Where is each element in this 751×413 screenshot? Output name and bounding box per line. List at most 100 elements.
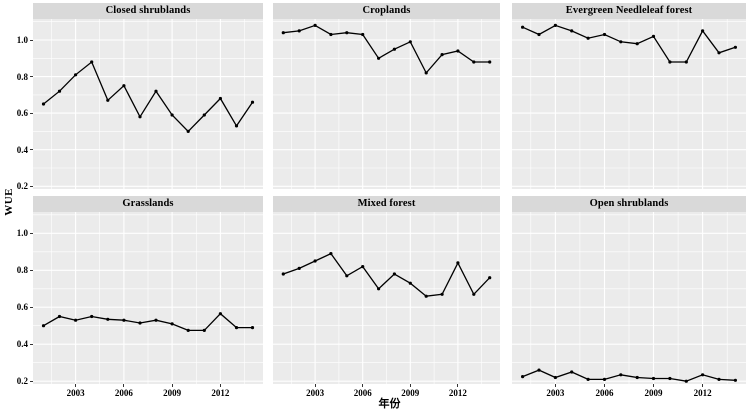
facet-panel-croplands: Croplands — [273, 3, 500, 189]
y-tick-mark — [30, 232, 33, 234]
x-tick-label: 2006 — [114, 388, 133, 398]
data-point — [234, 124, 239, 128]
y-tick-label: 0.8 — [16, 265, 28, 276]
wue-line-series — [522, 369, 736, 382]
data-point — [313, 259, 317, 263]
facet-panel-grasslands: Grasslands — [33, 196, 263, 384]
data-point — [202, 328, 206, 332]
data-point — [297, 266, 301, 270]
y-tick-mark — [30, 76, 33, 78]
facet-plot-area — [512, 212, 746, 384]
data-point — [281, 272, 285, 276]
y-tick-mark — [30, 149, 33, 151]
data-point — [733, 45, 737, 49]
data-point — [408, 40, 412, 44]
wue-line-series — [43, 312, 253, 332]
data-point — [74, 318, 78, 322]
data-point — [234, 326, 239, 330]
data-point — [701, 373, 705, 377]
data-point — [635, 375, 639, 380]
y-tick-mark — [30, 306, 33, 308]
data-point — [701, 29, 705, 33]
x-tick-label: 2003 — [66, 388, 85, 398]
data-point — [41, 324, 46, 328]
data-point — [154, 89, 158, 93]
x-tick-label: 2012 — [693, 388, 712, 398]
x-tick-label: 2009 — [644, 388, 663, 398]
facet-strip-title: Evergreen Needleleaf forest — [512, 3, 746, 19]
facet-plot-area — [33, 19, 263, 189]
wue-line-series — [283, 24, 490, 75]
x-axis-title: 年份 — [378, 398, 401, 410]
data-point — [456, 261, 460, 265]
data-point — [202, 113, 206, 117]
data-point — [138, 321, 142, 325]
data-point — [250, 326, 255, 330]
data-point — [170, 322, 174, 326]
data-point — [57, 89, 62, 93]
x-tick-mark — [171, 384, 173, 387]
data-point — [90, 60, 94, 64]
data-point — [684, 379, 688, 383]
y-tick-label: 0.2 — [16, 181, 28, 192]
data-point — [361, 32, 365, 37]
x-tick-mark — [603, 384, 605, 387]
data-point — [456, 49, 460, 53]
data-point — [651, 376, 656, 381]
x-tick-mark — [123, 384, 125, 387]
data-point — [635, 42, 639, 46]
x-tick-label: 2012 — [211, 388, 230, 398]
facet-strip-title: Grasslands — [33, 196, 263, 212]
x-tick-mark — [75, 384, 77, 387]
data-point — [668, 376, 672, 381]
x-tick-mark — [702, 384, 704, 387]
x-tick-mark — [457, 384, 459, 387]
data-point — [170, 113, 174, 117]
x-tick-mark — [362, 384, 364, 387]
wue-line-series — [522, 24, 736, 63]
data-point — [154, 318, 158, 322]
data-point — [570, 370, 574, 374]
y-tick-label: 0.4 — [16, 144, 28, 155]
x-tick-mark — [409, 384, 411, 387]
facet-strip-title: Closed shrublands — [33, 3, 263, 19]
data-point — [329, 32, 333, 37]
facet-strip-title: Croplands — [273, 3, 500, 19]
data-point — [424, 71, 428, 75]
facet-strip-title: Open shrublands — [512, 196, 746, 212]
data-point — [106, 317, 110, 321]
data-point — [281, 31, 285, 35]
data-point — [377, 287, 381, 291]
data-point — [553, 375, 557, 380]
facet-panel-open-shrublands: Open shrublands — [512, 196, 746, 384]
data-point — [717, 377, 721, 381]
x-tick-mark — [219, 384, 221, 387]
x-tick-label: 2009 — [401, 388, 420, 398]
y-tick-mark — [30, 39, 33, 41]
facet-plot-area — [512, 19, 746, 189]
data-point — [106, 98, 110, 102]
x-tick-label: 2003 — [546, 388, 565, 398]
data-point — [684, 60, 688, 64]
data-point — [619, 40, 623, 44]
data-point — [392, 272, 396, 276]
y-tick-label: 0.8 — [16, 71, 28, 82]
data-point — [377, 56, 381, 60]
data-point — [472, 60, 476, 64]
data-point — [313, 23, 317, 27]
data-point — [122, 318, 126, 322]
wue-line-series — [43, 60, 254, 133]
data-point — [186, 129, 190, 133]
x-tick-label: 2003 — [306, 388, 325, 398]
facet-panel-mixed-forest: Mixed forest — [273, 196, 500, 384]
data-point — [138, 115, 142, 119]
data-point — [186, 328, 190, 332]
data-point — [74, 73, 78, 77]
facet-panel-evergreen-needleleaf-forest: Evergreen Needleleaf forest — [512, 3, 746, 189]
data-point — [440, 292, 444, 296]
data-point — [586, 377, 590, 381]
y-tick-label: 0.4 — [16, 339, 28, 350]
data-point — [361, 265, 365, 269]
x-tick-label: 2006 — [353, 388, 372, 398]
